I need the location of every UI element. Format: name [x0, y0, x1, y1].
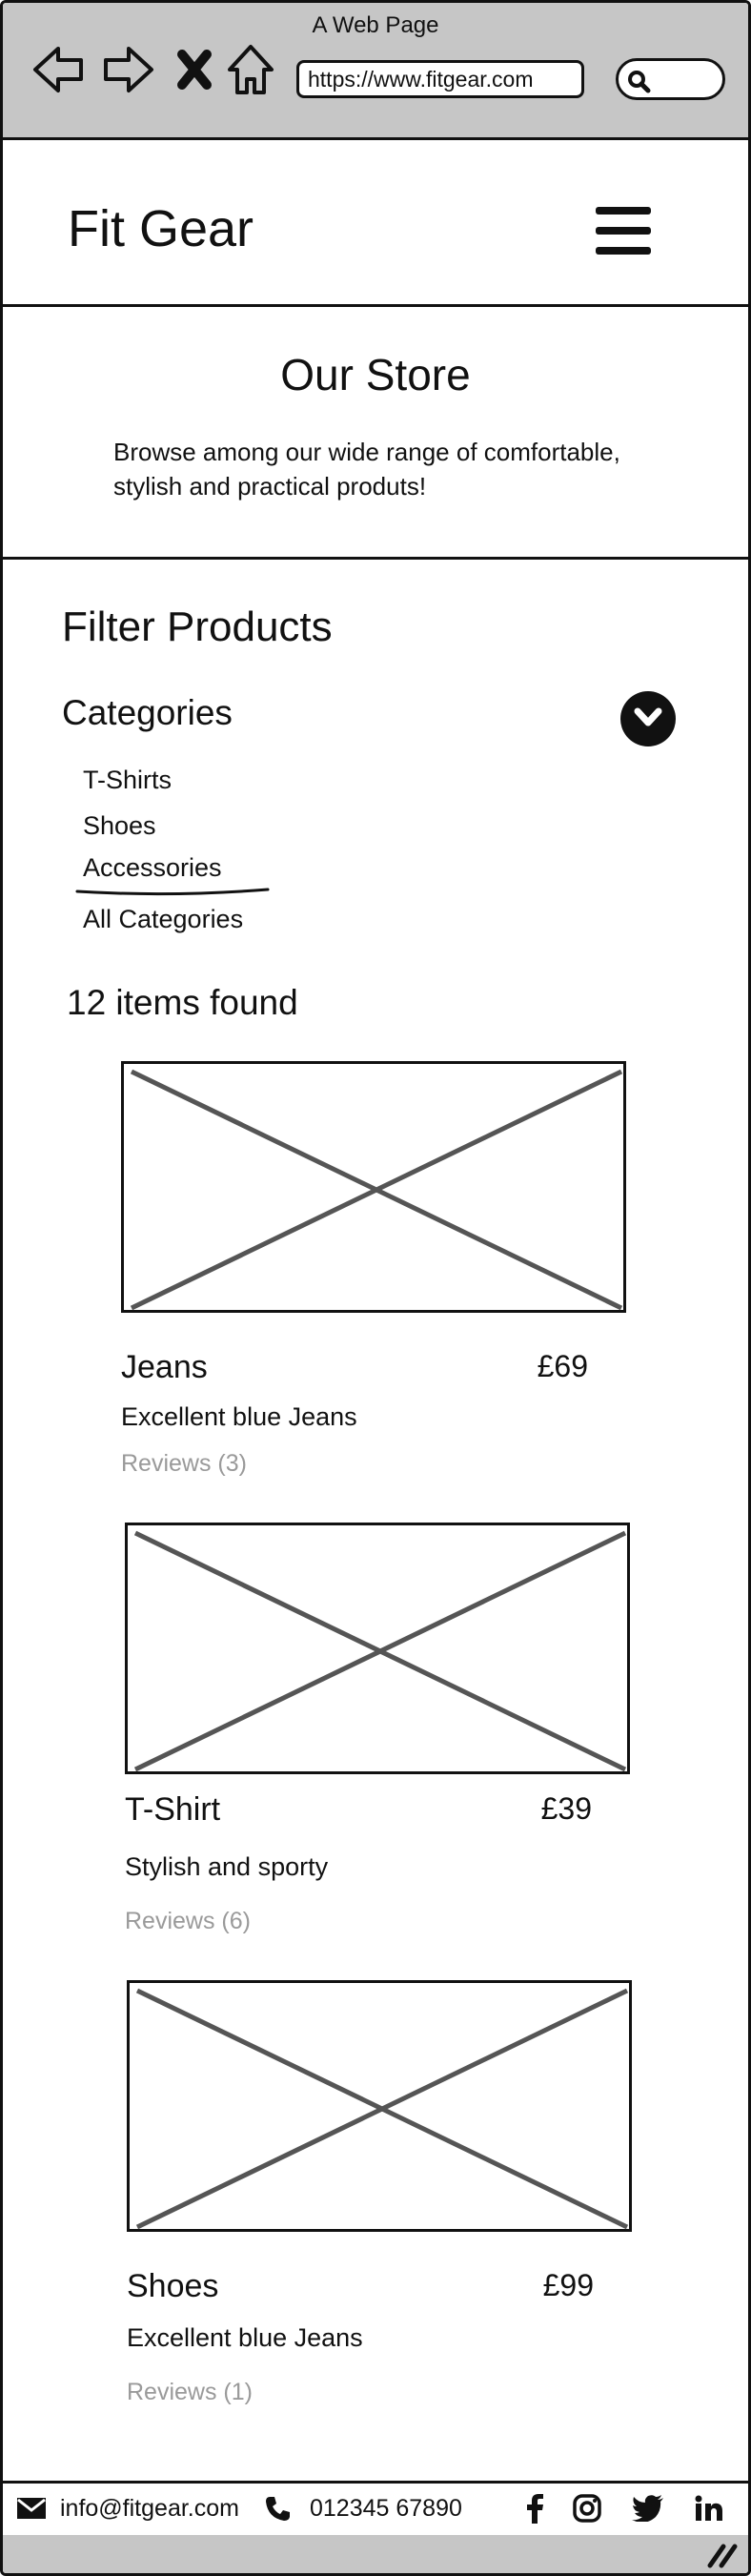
items-found-count: 12 items found — [67, 983, 298, 1022]
window-title: A Web Page — [312, 12, 439, 38]
product-name[interactable]: Jeans — [121, 1349, 208, 1385]
forward-icon[interactable] — [100, 41, 157, 98]
facebook-icon[interactable] — [525, 2493, 544, 2524]
product-reviews-link[interactable]: Reviews (6) — [125, 1908, 251, 1934]
product-image-placeholder[interactable] — [121, 1061, 626, 1313]
hero-title: Our Store — [280, 350, 471, 399]
browser-search-input[interactable] — [616, 58, 725, 100]
store-hero: Our Store Browse among our wide range of… — [3, 307, 748, 560]
product-card[interactable]: Jeans £69 Excellent blue Jeans Reviews (… — [121, 1061, 626, 1485]
hamburger-menu-icon[interactable] — [596, 207, 653, 256]
selected-category-underline — [75, 888, 270, 896]
instagram-icon[interactable] — [573, 2494, 601, 2523]
product-description: Excellent blue Jeans — [121, 1402, 357, 1431]
search-icon — [628, 71, 651, 93]
product-image-placeholder[interactable] — [127, 1980, 632, 2232]
linkedin-icon[interactable] — [695, 2495, 723, 2522]
product-name[interactable]: T-Shirt — [125, 1791, 221, 1828]
site-footer: info@fitgear.com 012345 67890 — [3, 2481, 748, 2538]
category-t-shirts[interactable]: T-Shirts — [83, 766, 173, 794]
phone-icon — [266, 2497, 290, 2521]
category-all[interactable]: All Categories — [83, 905, 244, 933]
back-icon[interactable] — [30, 41, 87, 98]
email-icon — [17, 2498, 46, 2519]
product-description: Excellent blue Jeans — [127, 2323, 363, 2352]
product-price: £99 — [542, 2268, 594, 2302]
categories-dropdown-toggle[interactable] — [620, 691, 676, 746]
home-icon[interactable] — [224, 41, 281, 98]
category-accessories[interactable]: Accessories — [83, 853, 222, 882]
category-shoes[interactable]: Shoes — [83, 811, 156, 840]
site-header: Fit Gear — [3, 140, 748, 307]
hero-text: Browse among our wide range of comfortab… — [113, 438, 620, 501]
resize-grip-icon[interactable] — [704, 2541, 739, 2569]
product-description: Stylish and sporty — [125, 1852, 329, 1881]
twitter-icon[interactable] — [632, 2495, 664, 2522]
brand-logo[interactable]: Fit Gear — [68, 200, 254, 257]
filter-title: Filter Products — [62, 603, 333, 650]
url-bar[interactable]: https://www.fitgear.com — [296, 60, 584, 98]
footer-email[interactable]: info@fitgear.com — [60, 2495, 239, 2522]
product-card[interactable]: T-Shirt £39 Stylish and sporty Reviews (… — [125, 1523, 630, 1942]
browser-chrome: A Web Page https://www.fitgear.com — [3, 3, 748, 140]
product-price: £69 — [537, 1349, 588, 1383]
product-reviews-link[interactable]: Reviews (3) — [121, 1450, 247, 1477]
product-name[interactable]: Shoes — [127, 2268, 219, 2304]
browser-status-bar — [3, 2535, 748, 2573]
product-reviews-link[interactable]: Reviews (1) — [127, 2379, 253, 2405]
stop-icon[interactable] — [171, 41, 228, 98]
product-card[interactable]: Shoes £99 Excellent blue Jeans Reviews (… — [127, 1980, 632, 2409]
product-price: £39 — [540, 1791, 592, 1826]
product-image-placeholder[interactable] — [125, 1523, 630, 1774]
categories-label: Categories — [62, 693, 233, 732]
footer-phone[interactable]: 012345 67890 — [310, 2495, 462, 2522]
chevron-down-icon — [634, 707, 662, 726]
